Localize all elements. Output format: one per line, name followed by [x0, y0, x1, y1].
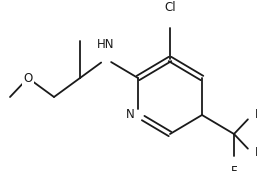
Text: Cl: Cl	[164, 1, 176, 14]
Text: F: F	[255, 147, 257, 160]
Text: HN: HN	[97, 38, 115, 51]
Text: O: O	[23, 71, 33, 84]
Text: F: F	[255, 109, 257, 122]
Text: F: F	[231, 165, 237, 171]
Text: N: N	[126, 109, 135, 122]
